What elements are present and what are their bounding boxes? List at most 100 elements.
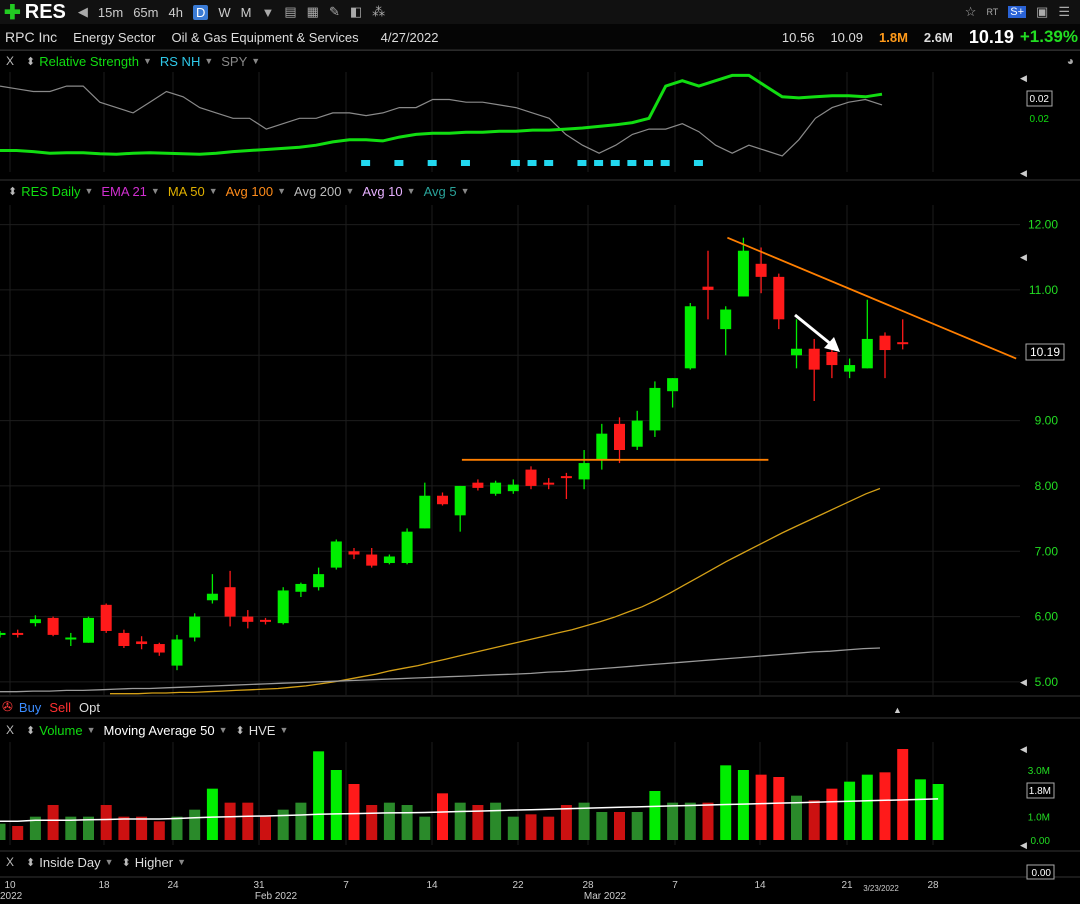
candle-body (614, 423, 625, 450)
candle-body (0, 632, 6, 635)
ema21-dropdown-icon[interactable]: ▼ (150, 186, 160, 196)
spy-dropdown-icon[interactable]: ▼ (251, 56, 261, 66)
ma50-dropdown-icon[interactable]: ▼ (208, 186, 218, 196)
hve-dropdown-icon[interactable]: ▼ (279, 725, 289, 735)
volume-dropdown-icon[interactable]: ▼ (86, 725, 96, 735)
collapse-marker-icon-2[interactable]: ◀ (1020, 168, 1027, 178)
annotation-arrow (794, 313, 840, 352)
save-icon[interactable]: ▣ (1036, 4, 1049, 19)
rs-nh-dropdown-icon[interactable]: ▼ (204, 56, 214, 66)
higher-reorder-icon[interactable]: ⬍ (121, 856, 131, 869)
collapse-marker-icon-3[interactable]: ◀ (1020, 252, 1027, 262)
avg200-dropdown-icon[interactable]: ▼ (345, 186, 355, 196)
draw-pen-icon[interactable]: ✎ (328, 4, 340, 19)
volume-ma50-label[interactable]: Moving Average 50 (103, 722, 215, 738)
add-symbol-icon[interactable]: ✚ (4, 1, 21, 24)
interval-4h[interactable]: 4h (168, 4, 183, 20)
candle-body (65, 637, 77, 640)
avg10-label[interactable]: Avg 10 (362, 183, 403, 199)
symbol-title[interactable]: RES (24, 0, 66, 23)
inside-day-dropdown-icon[interactable]: ▼ (104, 857, 114, 867)
price-y-tick: 7.00 (1035, 544, 1059, 558)
realtime-icon[interactable]: RT (986, 7, 999, 17)
candle-body (649, 387, 661, 431)
rs-nh-marker (693, 160, 703, 166)
candle-body (366, 554, 378, 566)
rs-dropdown-icon[interactable]: ▼ (142, 56, 152, 66)
candle-body (525, 469, 537, 486)
collapse-marker-icon[interactable]: ◀ (1020, 73, 1027, 83)
hve-label[interactable]: HVE (248, 722, 276, 738)
volume-bar (507, 816, 519, 840)
share-icon[interactable]: ⁂ (372, 4, 386, 19)
candle-body (153, 644, 165, 653)
spy-label[interactable]: SPY (221, 53, 248, 69)
x-axis-tick: 22 (512, 880, 524, 891)
inside-close-icon[interactable]: X (6, 855, 15, 869)
volume-bar (560, 805, 572, 840)
rs-nh-marker (544, 160, 554, 166)
palette-icon[interactable]: ◕ (1066, 54, 1074, 68)
candle-body (437, 495, 448, 505)
res-daily-dropdown-icon[interactable]: ▼ (84, 186, 94, 196)
avg10-dropdown-icon[interactable]: ▼ (406, 186, 416, 196)
sell-button[interactable]: Sell (49, 699, 71, 715)
interval-w[interactable]: W (218, 4, 231, 20)
volume-label[interactable]: Volume (39, 722, 83, 738)
volume-ma50-dropdown-icon[interactable]: ▼ (218, 725, 228, 735)
x-axis-tick: 28 (582, 880, 594, 891)
calculator-icon[interactable]: ▦ (306, 4, 319, 19)
higher-label[interactable]: Higher (134, 854, 174, 870)
s-plus-icon[interactable]: S+ (1008, 6, 1027, 18)
tag-icon[interactable]: ◧ (349, 4, 363, 19)
collapse-marker-icon-4[interactable]: ◀ (1020, 677, 1027, 687)
volume-close-icon[interactable]: X (6, 723, 15, 737)
rs-reorder-icon[interactable]: ⬍ (26, 55, 36, 68)
avg100-label[interactable]: Avg 100 (225, 183, 274, 199)
options-button[interactable]: Opt (79, 699, 100, 715)
rs-label[interactable]: Relative Strength (39, 53, 139, 69)
inside-day-label[interactable]: Inside Day (39, 854, 101, 870)
chart-type-icon[interactable]: ▤ (284, 4, 297, 19)
volume-bar (242, 802, 254, 840)
higher-dropdown-icon[interactable]: ▼ (177, 857, 187, 867)
x-axis-tick: 7 (343, 880, 349, 891)
menu-icon[interactable]: ☰ (1058, 4, 1070, 19)
trade-icon[interactable]: ✇ (2, 699, 13, 714)
interval-15m[interactable]: 15m (97, 4, 124, 20)
inside-reorder-icon[interactable]: ⬍ (26, 856, 36, 869)
x-axis-tick: 31 (253, 880, 265, 891)
avg5-dropdown-icon[interactable]: ▼ (460, 186, 470, 196)
collapse-marker-icon-6[interactable]: ◀ (1020, 840, 1027, 850)
avg200-label[interactable]: Avg 200 (294, 183, 342, 199)
interval-dropdown-icon[interactable]: ▼ (261, 4, 275, 20)
collapse-marker-icon-5[interactable]: ◀ (1020, 744, 1027, 754)
avg5-label[interactable]: Avg 5 (423, 183, 457, 199)
ma50-label[interactable]: MA 50 (167, 183, 205, 199)
ema21-label[interactable]: EMA 21 (101, 183, 147, 199)
volume-bar (47, 805, 59, 840)
buy-button[interactable]: Buy (18, 699, 42, 715)
volume-bar (596, 812, 608, 840)
industry-name[interactable]: Oil & Gas Equipment & Services (171, 29, 359, 45)
interval-d[interactable]: D (192, 4, 209, 20)
rs-nh-label[interactable]: RS NH (159, 53, 201, 69)
price-reorder-icon[interactable]: ⬍ (8, 185, 18, 198)
interval-m[interactable]: M (240, 4, 252, 20)
res-daily-label[interactable]: RES Daily (21, 183, 81, 199)
interval-65m[interactable]: 65m (133, 4, 159, 20)
volume-value-box: 1.8M (1029, 786, 1051, 797)
hve-reorder-icon[interactable]: ⬍ (235, 724, 245, 737)
sector-name[interactable]: Energy Sector (73, 29, 156, 45)
rs-nh-marker (361, 160, 371, 166)
volume-bar (702, 802, 714, 840)
rs-panel-header: X ⬍ Relative Strength ▼ RS NH ▼ SPY ▼ ◕ (0, 50, 1080, 72)
rs-close-icon[interactable]: X (6, 54, 15, 68)
volume-bar (578, 802, 590, 840)
avg100-dropdown-icon[interactable]: ▼ (277, 186, 287, 196)
volume-reorder-icon[interactable]: ⬍ (26, 724, 36, 737)
speaker-icon[interactable]: ◀ (77, 4, 88, 19)
star-icon[interactable]: ☆ (964, 4, 977, 19)
candle-body (12, 632, 24, 635)
